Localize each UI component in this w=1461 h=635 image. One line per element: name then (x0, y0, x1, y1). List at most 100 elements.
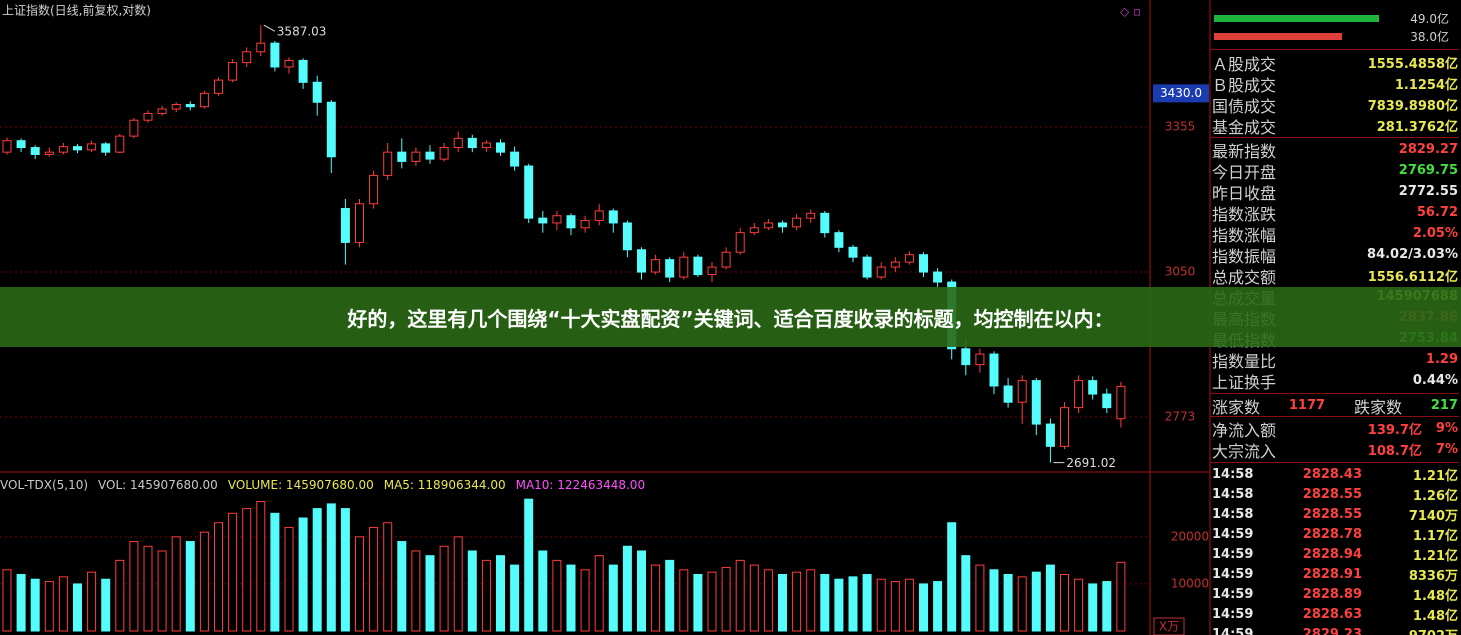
row-value: 1177 (1288, 398, 1326, 413)
candle-body (679, 256, 689, 278)
candle-body (439, 147, 449, 160)
volume-bar (904, 578, 914, 632)
volume-bar (975, 564, 985, 632)
volume-bar (524, 498, 534, 632)
volume-bar (284, 526, 294, 632)
volume-bar (171, 536, 181, 632)
row-label: 昨日收盘 (1212, 183, 1277, 203)
candle-body (975, 353, 985, 366)
candle-body (806, 212, 816, 219)
row-value: 2.05% (1412, 226, 1458, 241)
volume-bar (834, 578, 844, 632)
volume-bar (862, 574, 872, 632)
candle-body (242, 51, 252, 64)
volume-bar (411, 550, 421, 632)
volume-bar (566, 564, 576, 632)
tick-time: 14:59 (1212, 546, 1254, 562)
tick-price: 2828.63 (1302, 606, 1362, 622)
tick-row: 14:59 2828.89 1.48亿 (1212, 584, 1458, 604)
volume-bar (778, 574, 787, 632)
y-tick-label: 10000 (1171, 576, 1209, 590)
volume-bar (397, 541, 407, 632)
candle-body (383, 151, 393, 176)
volume-bar (665, 559, 675, 632)
tick-time: 14:59 (1212, 526, 1254, 542)
turnover-row: 国债成交 7839.8980亿 (1212, 94, 1458, 116)
volume-bar (256, 501, 266, 632)
candle-body (1031, 380, 1041, 425)
row-label: 基金成交 (1212, 117, 1277, 137)
volume-bar (143, 545, 153, 632)
row-value: 139.7亿 (1367, 423, 1422, 438)
candle-body (538, 217, 548, 224)
row-label: 最新指数 (1212, 141, 1277, 161)
row-label: 上证换手 (1212, 372, 1277, 392)
quote-panel: 49.0亿 38.0亿 Ａ股成交 1555.4858亿 Ｂ股成交 1.1254亿 国债成交 7… (1210, 0, 1461, 635)
candle-body (890, 261, 900, 268)
tick-row: 14:59 2828.94 1.21亿 (1212, 544, 1458, 564)
volume-bar (622, 545, 632, 632)
flow-row: 大宗流入 108.7亿 7% (1212, 439, 1458, 461)
volume-bar (199, 531, 209, 632)
candle-body (637, 249, 646, 273)
candle-body (87, 143, 97, 151)
candle-body (919, 254, 928, 273)
row-label: 指数振幅 (1212, 246, 1277, 266)
volume-bar (919, 583, 928, 632)
row-value: 2772.55 (1398, 184, 1458, 199)
volume-bar (820, 574, 830, 632)
tick-volume: 1.21亿 (1412, 468, 1458, 484)
candle-body (1003, 385, 1013, 403)
quote-row: 最新指数 2829.27 (1212, 139, 1458, 161)
volume-bar (355, 536, 364, 632)
volume-bar (87, 571, 97, 632)
quote-row: 上证换手 0.44% (1212, 370, 1458, 392)
tick-row: 14:59 2828.78 1.17亿 (1212, 524, 1458, 544)
volume-bar (876, 578, 886, 632)
turnover-row: Ｂ股成交 1.1254亿 (1212, 73, 1458, 95)
candle-body (1102, 393, 1112, 409)
candle-body (340, 208, 350, 243)
tick-time: 14:58 (1212, 486, 1254, 502)
row-label: Ａ股成交 (1212, 54, 1277, 74)
candle-body (16, 140, 26, 149)
candle-body (101, 143, 111, 153)
candle-body (369, 174, 379, 205)
candle-body (608, 210, 618, 224)
volume-bar (510, 564, 520, 632)
y-tick-label: 20000 (1171, 529, 1209, 543)
candle-body (933, 271, 943, 283)
breadth-row: 涨家数 1177 跌家数 217 (1212, 395, 1458, 417)
volume-bar (1003, 574, 1013, 632)
volume-bar (749, 564, 759, 632)
tick-volume: 1.48亿 (1412, 588, 1458, 604)
candle-body (989, 353, 999, 387)
candle-body (721, 251, 731, 268)
volume-bar (298, 517, 308, 632)
volume-bar (453, 536, 463, 632)
row-label: 国债成交 (1212, 96, 1277, 116)
candle-body (298, 59, 308, 83)
divider (1210, 137, 1459, 138)
candle-body (961, 348, 971, 366)
volume-bar (580, 569, 590, 632)
tick-row: 14:59 2828.63 1.48亿 (1212, 604, 1458, 624)
tick-time: 14:59 (1212, 586, 1254, 602)
volume-bar (16, 574, 26, 632)
turnover-row: Ａ股成交 1555.4858亿 (1212, 52, 1458, 74)
tick-volume: 1.26亿 (1412, 488, 1458, 504)
candle-body (552, 215, 562, 224)
tick-price: 2829.23 (1302, 626, 1362, 635)
quote-row: 指数量比 1.29 (1212, 349, 1458, 371)
candle-body (524, 165, 534, 219)
row-value: 108.7亿 (1367, 444, 1422, 459)
candle-body (707, 266, 717, 276)
candle-body (284, 59, 294, 68)
volume-bar (552, 559, 562, 632)
marker-icon: ◇ ▫ (1120, 5, 1141, 19)
volume-bar (326, 503, 336, 632)
candle-body (115, 135, 125, 153)
y-tick-label: 3355 (1165, 120, 1196, 134)
volume-bar (763, 569, 773, 632)
